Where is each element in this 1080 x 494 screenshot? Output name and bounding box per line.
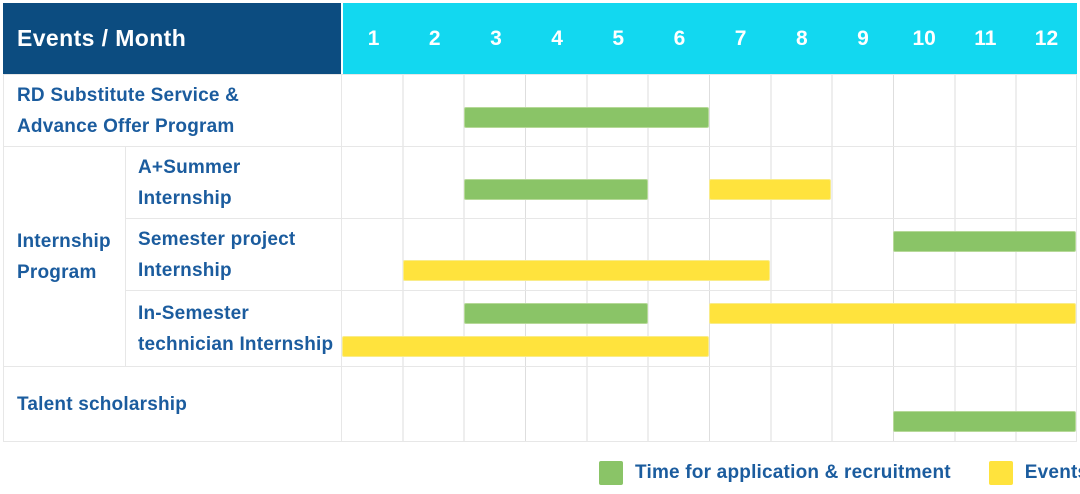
month-header-5: 5 xyxy=(612,26,625,50)
application-bar xyxy=(892,231,1076,252)
application-bar xyxy=(464,106,709,128)
timeline-row-a-summer-internship xyxy=(341,146,1077,218)
row-label-rd-substitute: RD Substitute Service & Advance Offer Pr… xyxy=(3,74,341,146)
group-label-line: Internship xyxy=(17,230,111,252)
event-bar xyxy=(709,303,1076,324)
row-label-line: RD Substitute Service & xyxy=(17,84,240,106)
legend-label-application: Time for application & recruitment xyxy=(635,462,951,483)
event-bar xyxy=(709,178,832,200)
row-label-talent-scholarship: Talent scholarship xyxy=(3,366,341,442)
month-header-6: 6 xyxy=(673,26,686,50)
row-label-line: Talent scholarship xyxy=(17,393,188,415)
legend-swatch-application xyxy=(599,461,623,485)
application-bar xyxy=(464,303,648,324)
legend: Time for application & recruitment Event… xyxy=(599,461,1080,485)
month-header-1: 1 xyxy=(367,26,380,50)
month-header-9: 9 xyxy=(857,26,869,50)
event-bar xyxy=(342,336,709,357)
month-header-row: 1 2 3 4 5 6 7 8 9 10 11 12 xyxy=(343,3,1077,74)
corner-header: Events / Month xyxy=(3,3,341,74)
row-label-line: In-Semester xyxy=(138,302,249,324)
gantt-table: Events / Month 1 2 3 4 5 6 7 8 9 10 11 1… xyxy=(3,3,1077,442)
row-label-line: Internship xyxy=(138,259,232,281)
row-label-line: Advance Offer Program xyxy=(17,115,235,137)
month-header-7: 7 xyxy=(734,26,747,50)
month-header-10: 10 xyxy=(912,26,936,50)
timeline-row-in-semester-technician-internship xyxy=(341,290,1077,366)
month-header-2: 2 xyxy=(428,26,441,50)
timeline-row-semester-project-internship xyxy=(341,218,1077,290)
month-header-3: 3 xyxy=(490,26,502,50)
row-label-line: Semester project xyxy=(138,228,296,250)
month-header-11: 11 xyxy=(974,26,997,50)
month-header-4: 4 xyxy=(551,26,563,50)
row-label-line: A+Summer xyxy=(138,156,241,178)
legend-label-events: Events xyxy=(1024,462,1080,483)
application-bar xyxy=(892,411,1076,432)
event-bar xyxy=(403,260,771,281)
corner-header-label: Events / Month xyxy=(17,25,187,51)
row-label-semester-project-internship: Semester project Internship xyxy=(125,218,341,290)
row-label-a-summer-internship: A+Summer Internship xyxy=(125,146,341,218)
row-label-in-semester-technician-internship: In-Semester technician Internship xyxy=(125,290,341,366)
legend-swatch-events xyxy=(988,461,1013,485)
timeline-row-rd-substitute xyxy=(341,74,1077,146)
month-header-12: 12 xyxy=(1034,26,1059,50)
row-label-line: Internship xyxy=(138,187,232,209)
group-label-line: Program xyxy=(17,261,97,283)
row-label-line: technician Internship xyxy=(138,333,334,355)
month-header-8: 8 xyxy=(795,26,808,50)
application-bar xyxy=(464,178,648,200)
group-label-internship-program: Internship Program xyxy=(3,146,125,366)
timeline-row-talent-scholarship xyxy=(341,366,1077,442)
